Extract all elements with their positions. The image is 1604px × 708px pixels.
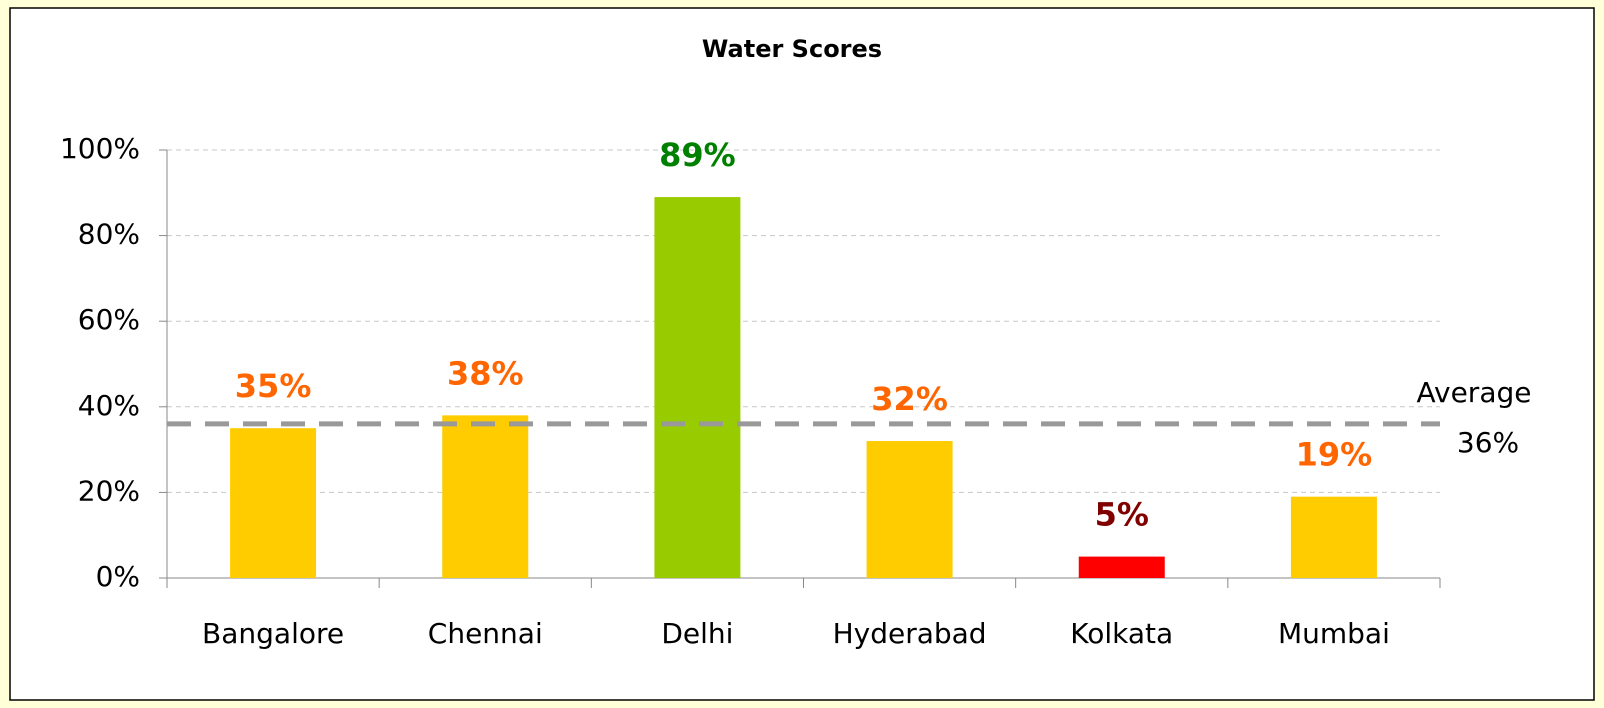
bar: [1290, 496, 1377, 578]
y-tick-label: 0%: [96, 560, 140, 593]
data-label: 5%: [1095, 496, 1149, 534]
chart-frame: [9, 7, 1595, 701]
y-tick-label: 60%: [78, 303, 140, 336]
y-tick-label: 40%: [78, 389, 140, 422]
bar: [654, 197, 741, 578]
chart-title: Water Scores: [702, 35, 882, 63]
y-tick-label: 20%: [78, 474, 140, 507]
data-label: 19%: [1296, 436, 1373, 474]
data-label: 32%: [871, 380, 948, 418]
x-tick-label: Chennai: [428, 617, 543, 650]
x-tick-label: Hyderabad: [833, 617, 987, 650]
x-tick-label: Delhi: [661, 617, 733, 650]
bar: [1078, 556, 1165, 578]
data-label: 38%: [447, 354, 524, 392]
x-tick-label: Kolkata: [1070, 617, 1173, 650]
y-tick-label: 80%: [78, 218, 140, 251]
x-tick-label: Mumbai: [1278, 617, 1390, 650]
data-label: 89%: [659, 136, 736, 174]
bar: [442, 415, 529, 578]
y-tick-label: 100%: [60, 132, 140, 165]
average-label: Average: [1417, 376, 1532, 409]
data-label: 35%: [235, 367, 312, 405]
bar: [230, 428, 317, 578]
x-tick-label: Bangalore: [202, 617, 344, 650]
bar: [866, 441, 953, 578]
average-value: 36%: [1457, 426, 1519, 459]
